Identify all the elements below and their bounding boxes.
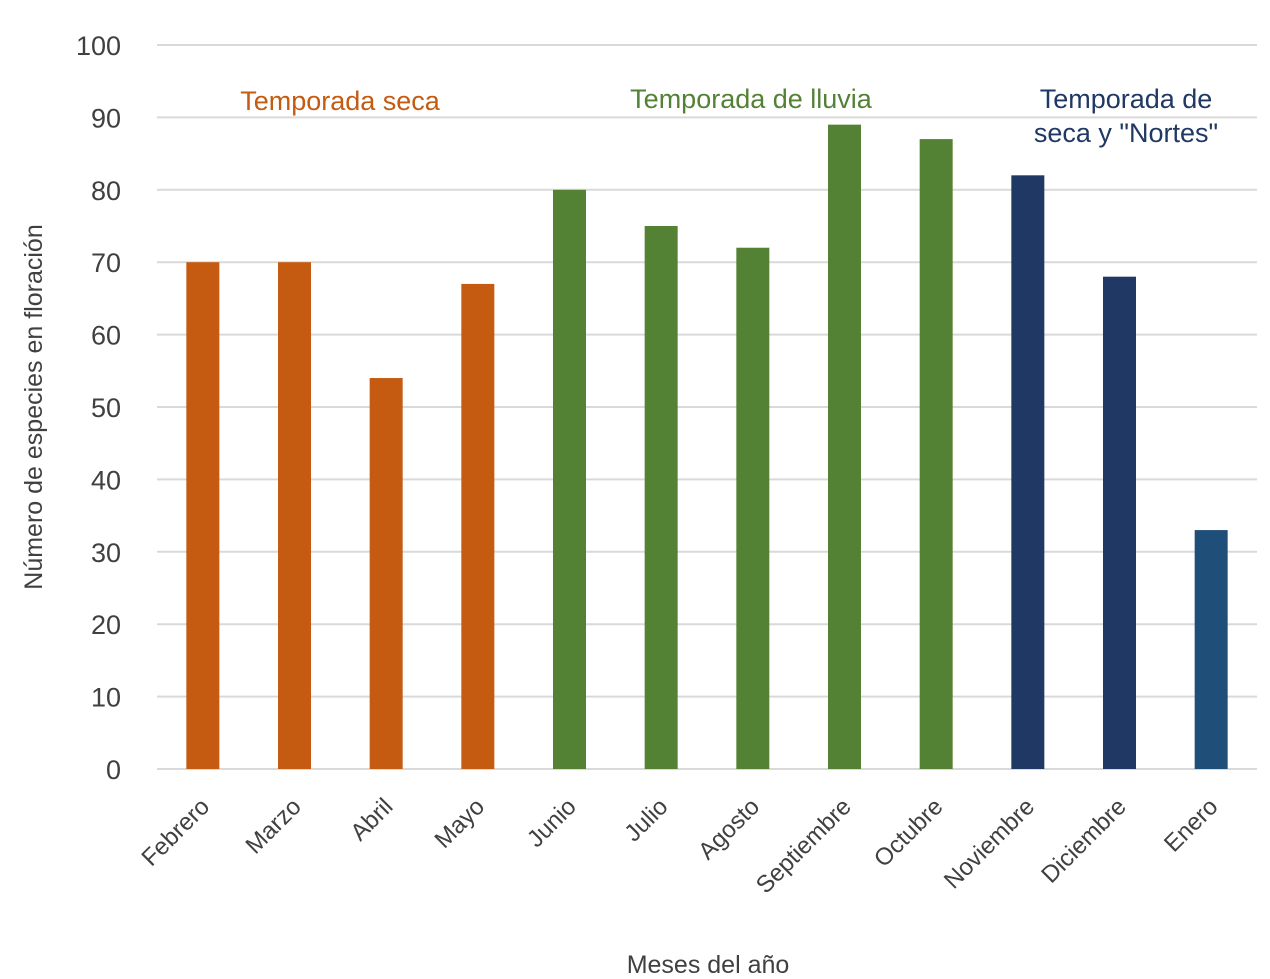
season-annotation-line: seca y "Nortes" xyxy=(1034,118,1218,148)
x-tick-label: Febrero xyxy=(137,793,216,872)
x-tick-label: Agosto xyxy=(693,793,765,865)
bar-diciembre xyxy=(1103,276,1136,769)
y-axis-ticks: 0 10 20 30 40 50 60 70 80 90 100 xyxy=(76,31,121,785)
y-tick-label: 60 xyxy=(91,321,121,351)
y-tick-label: 70 xyxy=(91,248,121,278)
bar-octubre xyxy=(919,139,953,769)
gridlines xyxy=(157,44,1257,770)
x-tick-label: Septiembre xyxy=(751,793,857,899)
x-axis-title: Meses del año xyxy=(627,951,790,979)
y-tick-label: 50 xyxy=(91,393,121,423)
y-tick-label: 20 xyxy=(91,610,121,640)
season-annotations: Temporada seca Temporada de lluvia Tempora… xyxy=(240,84,1218,148)
bar-enero xyxy=(1194,530,1228,769)
x-tick-label: Octubre xyxy=(869,793,948,872)
bar-mayo xyxy=(461,283,495,769)
x-tick-label: Abril xyxy=(345,793,398,846)
season-annotation: Temporada de lluvia xyxy=(630,84,873,114)
x-tick-label: Noviembre xyxy=(939,793,1040,894)
x-tick-label: Julio xyxy=(619,793,673,847)
season-annotation-line: Temporada seca xyxy=(240,86,441,116)
y-tick-label: 10 xyxy=(91,683,121,713)
x-tick-label: Diciembre xyxy=(1036,793,1131,888)
bar-noviembre xyxy=(1011,175,1045,769)
bar-marzo xyxy=(278,262,311,769)
y-tick-label: 80 xyxy=(91,176,121,206)
y-tick-label: 40 xyxy=(91,465,121,495)
x-axis-ticks: Febrero Marzo Abril Mayo Junio Julio AgostoSep… xyxy=(137,793,1224,899)
bar-series xyxy=(186,124,1228,770)
season-annotation-line: Temporada de xyxy=(1040,84,1213,114)
season-annotation: Temporada de seca y "Nortes" xyxy=(1034,84,1218,148)
y-axis-title: Número de especies en floración xyxy=(20,224,48,589)
y-tick-label: 90 xyxy=(91,103,121,133)
season-annotation-line: Temporada de lluvia xyxy=(630,84,873,114)
bar-agosto xyxy=(736,247,770,770)
x-tick-label: Marzo xyxy=(240,793,306,859)
y-tick-label: 0 xyxy=(106,755,121,785)
bar-abril xyxy=(369,378,403,769)
x-tick-label: Mayo xyxy=(429,793,490,854)
x-tick-label: Junio xyxy=(522,793,582,853)
bar-junio xyxy=(553,189,586,770)
season-annotation: Temporada seca xyxy=(240,86,441,116)
bar-septiembre xyxy=(828,124,861,769)
bar-julio xyxy=(644,226,678,769)
bar-febrero xyxy=(186,262,220,769)
y-tick-label: 30 xyxy=(91,538,121,568)
y-tick-label: 100 xyxy=(76,31,121,61)
x-tick-label: Enero xyxy=(1159,793,1223,857)
